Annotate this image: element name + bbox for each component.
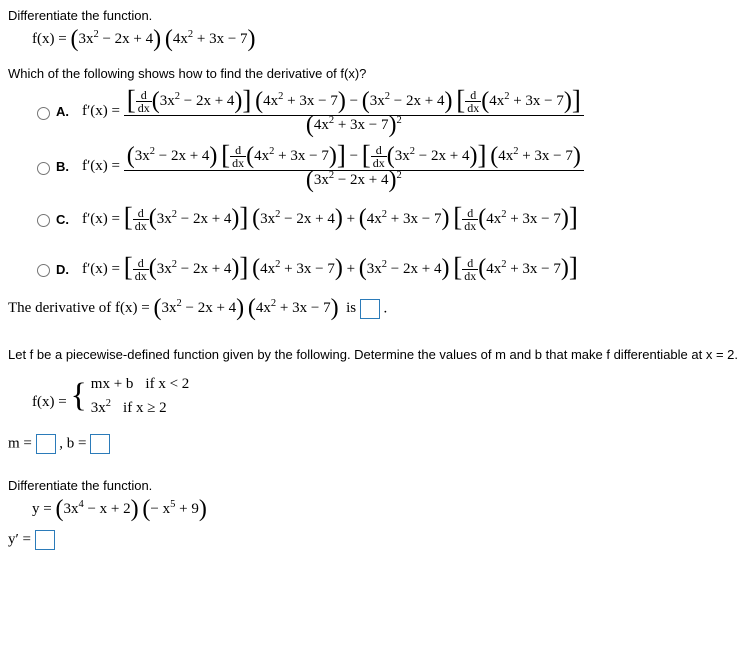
option-d-row: D. f′(x) = [ddx(3x2 − 2x + 4)] (4x2 + 3x… xyxy=(32,249,746,289)
q2-b-box[interactable] xyxy=(90,434,110,454)
option-c-radio[interactable] xyxy=(37,214,50,227)
option-c-math: f′(x) = [ddx(3x2 − 2x + 4)] (3x2 − 2x + … xyxy=(82,207,578,232)
q2-piece1-cond: if x < 2 xyxy=(145,372,189,396)
q3-answer-label: y′ = xyxy=(8,531,35,547)
question-3: Differentiate the function. y = (3x4 − x… xyxy=(8,478,746,550)
option-a-radio[interactable] xyxy=(37,107,50,120)
option-a-math: f′(x) = [ddx(3x2 − 2x + 4)] (4x2 + 3x − … xyxy=(82,89,584,134)
q2-m-box[interactable] xyxy=(36,434,56,454)
option-d-radio[interactable] xyxy=(37,264,50,277)
q1-answer-text: The derivative of f(x) = (3x2 − 2x + 4) … xyxy=(8,300,360,316)
q3-function: y = (3x4 − x + 2) (− x5 + 9) xyxy=(32,501,746,518)
q1-subprompt: Which of the following shows how to find… xyxy=(8,66,746,81)
q2-piecewise: f(x) = { mx + bif x < 2 3x2if x ≥ 2 xyxy=(32,372,746,420)
q2-prompt: Let f be a piecewise-defined function gi… xyxy=(8,347,746,362)
option-a-label: A. xyxy=(56,104,74,119)
option-b-radio[interactable] xyxy=(37,162,50,175)
option-b-math: f′(x) = (3x2 − 2x + 4) [ddx(4x2 + 3x − 7… xyxy=(82,144,584,189)
q1-answer-box[interactable] xyxy=(360,299,380,319)
option-a-row: A. f′(x) = [ddx(3x2 − 2x + 4)] (4x2 + 3x… xyxy=(32,89,746,134)
q2-answer-line: m = , b = xyxy=(8,434,746,454)
option-b-row: B. f′(x) = (3x2 − 2x + 4) [ddx(4x2 + 3x … xyxy=(32,144,746,189)
q1-answer-tail: . xyxy=(383,300,387,316)
option-c-label: C. xyxy=(56,212,74,227)
q1-function: f(x) = (3x2 − 2x + 4) (4x2 + 3x − 7) xyxy=(32,31,746,48)
q2-piece1-expr: mx + b xyxy=(91,376,134,392)
q3-answer-line: y′ = xyxy=(8,530,746,550)
q1-options: A. f′(x) = [ddx(3x2 − 2x + 4)] (4x2 + 3x… xyxy=(32,89,746,289)
option-c-row: C. f′(x) = [ddx(3x2 − 2x + 4)] (3x2 − 2x… xyxy=(32,199,746,239)
q2-piece2-expr: 3x2 xyxy=(91,400,111,416)
option-b-label: B. xyxy=(56,159,74,174)
option-d-label: D. xyxy=(56,262,74,277)
q2-b-label: , b = xyxy=(59,435,90,451)
q2-m-label: m = xyxy=(8,435,36,451)
brace-icon: { xyxy=(70,379,86,413)
q3-answer-box[interactable] xyxy=(35,530,55,550)
q2-piece2-cond: if x ≥ 2 xyxy=(123,396,167,420)
q1-answer-line: The derivative of f(x) = (3x2 − 2x + 4) … xyxy=(8,299,746,319)
question-1: Differentiate the function. f(x) = (3x2 … xyxy=(8,8,746,48)
question-2: Let f be a piecewise-defined function gi… xyxy=(8,347,746,454)
option-d-math: f′(x) = [ddx(3x2 − 2x + 4)] (4x2 + 3x − … xyxy=(82,257,578,282)
q3-prompt: Differentiate the function. xyxy=(8,478,746,493)
q1-prompt: Differentiate the function. xyxy=(8,8,746,23)
